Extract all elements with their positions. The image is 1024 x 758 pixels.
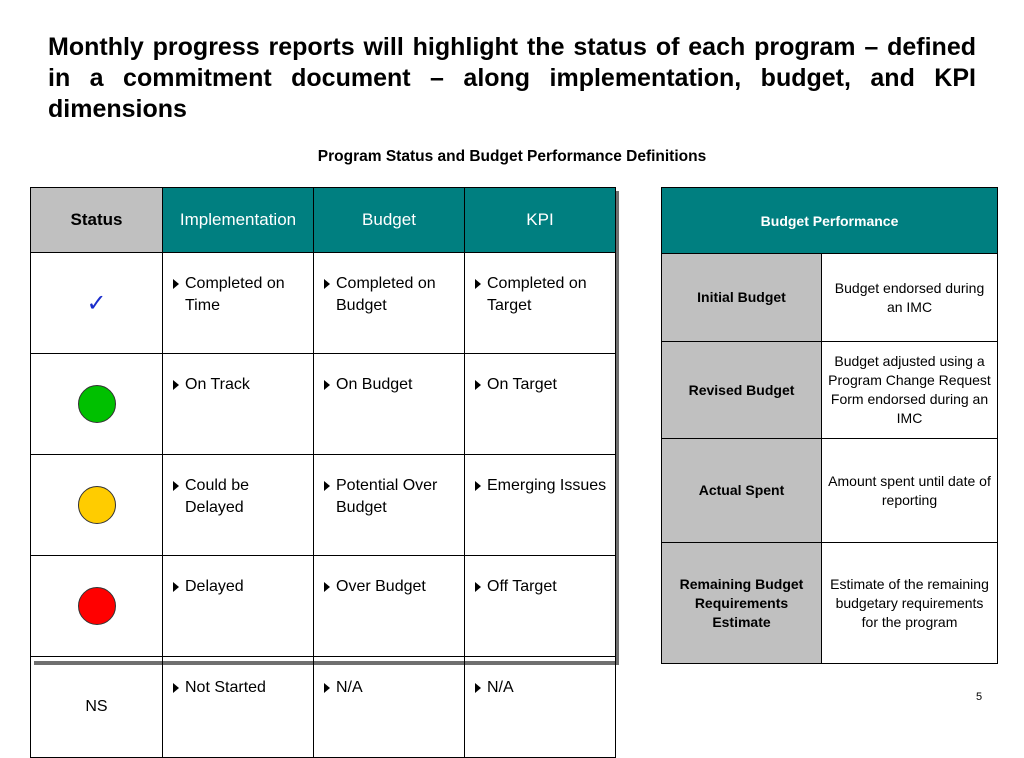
kpi-text: N/A xyxy=(487,679,514,696)
status-table-header-row: Status Implementation Budget KPI xyxy=(30,187,616,253)
arrow-bullet-icon xyxy=(475,481,481,491)
table-row: Remaining Budget Requirements Estimate E… xyxy=(661,542,999,664)
budget-row-label: Initial Budget xyxy=(661,253,822,342)
arrow-bullet-icon xyxy=(324,582,330,592)
status-table-container: Status Implementation Budget KPI ✓ Compl… xyxy=(30,187,616,758)
red-circle-icon xyxy=(77,587,116,625)
slide-title: Monthly progress reports will highlight … xyxy=(48,33,976,123)
arrow-bullet-icon xyxy=(324,683,330,693)
header-budget-performance: Budget Performance xyxy=(660,187,999,254)
arrow-bullet-icon xyxy=(324,279,330,289)
table-row: On Track On Budget On Target xyxy=(30,353,616,455)
green-circle-icon xyxy=(77,385,116,423)
table-row: NS Not Started N/A N/A xyxy=(30,656,616,758)
arrow-bullet-icon xyxy=(475,683,481,693)
budget-table-container: Budget Performance Initial Budget Budget… xyxy=(660,187,999,664)
budget-table-header-row: Budget Performance xyxy=(660,187,999,254)
budget-text: N/A xyxy=(336,679,363,696)
header-status: Status xyxy=(30,187,163,253)
budget-performance-table: Budget Performance Initial Budget Budget… xyxy=(660,187,999,664)
arrow-bullet-icon xyxy=(324,481,330,491)
budget-text: On Budget xyxy=(336,376,413,393)
implementation-text: Completed on Time xyxy=(185,275,285,314)
table-row: Delayed Over Budget Off Target xyxy=(30,555,616,657)
budget-row-description: Budget endorsed during an IMC xyxy=(820,253,999,342)
budget-text: Over Budget xyxy=(336,578,426,595)
check-icon: ✓ xyxy=(86,289,107,317)
page-number: 5 xyxy=(976,691,983,703)
arrow-bullet-icon xyxy=(475,279,481,289)
status-cell: NS xyxy=(30,656,163,758)
table-row: Initial Budget Budget endorsed during an… xyxy=(661,253,999,342)
budget-text: Completed on Budget xyxy=(336,275,436,314)
header-kpi: KPI xyxy=(464,187,616,253)
header-implementation: Implementation xyxy=(162,187,314,253)
status-cell xyxy=(30,353,163,455)
arrow-bullet-icon xyxy=(173,380,179,390)
implementation-text: Could be Delayed xyxy=(185,477,250,516)
implementation-text: On Track xyxy=(185,376,250,393)
status-table: Status Implementation Budget KPI ✓ Compl… xyxy=(30,187,616,758)
table-subtitle: Program Status and Budget Performance De… xyxy=(317,148,707,165)
budget-row-label: Revised Budget xyxy=(661,341,822,439)
budget-row-label: Remaining Budget Requirements Estimate xyxy=(661,542,822,664)
arrow-bullet-icon xyxy=(173,481,179,491)
arrow-bullet-icon xyxy=(475,582,481,592)
budget-row-description: Budget adjusted using a Program Change R… xyxy=(820,341,999,439)
budget-row-description: Estimate of the remaining budgetary requ… xyxy=(820,542,999,664)
status-text: NS xyxy=(85,698,108,715)
kpi-text: On Target xyxy=(487,376,557,393)
arrow-bullet-icon xyxy=(324,380,330,390)
kpi-text: Emerging Issues xyxy=(487,477,607,494)
arrow-bullet-icon xyxy=(173,279,179,289)
budget-row-label: Actual Spent xyxy=(661,438,822,543)
table-row: Revised Budget Budget adjusted using a P… xyxy=(661,341,999,439)
table-row: Could be Delayed Potential Over Budget E… xyxy=(30,454,616,556)
kpi-text: Off Target xyxy=(487,578,557,595)
kpi-text: Completed on Target xyxy=(487,275,587,314)
implementation-text: Not Started xyxy=(185,679,266,696)
budget-text: Potential Over Budget xyxy=(336,477,438,516)
table-row: Actual Spent Amount spent until date of … xyxy=(661,438,999,543)
header-budget: Budget xyxy=(313,187,465,253)
status-cell xyxy=(30,555,163,657)
budget-row-description: Amount spent until date of reporting xyxy=(820,438,999,543)
status-cell: ✓ xyxy=(30,252,163,354)
table-row: ✓ Completed on Time Completed on Budget … xyxy=(30,252,616,354)
arrow-bullet-icon xyxy=(173,683,179,693)
status-cell xyxy=(30,454,163,556)
implementation-text: Delayed xyxy=(185,578,244,595)
arrow-bullet-icon xyxy=(475,380,481,390)
arrow-bullet-icon xyxy=(173,582,179,592)
yellow-circle-icon xyxy=(77,486,116,524)
